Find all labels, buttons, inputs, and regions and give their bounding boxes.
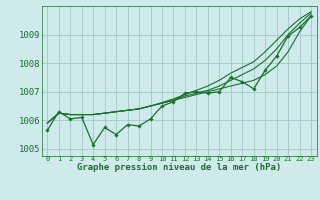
X-axis label: Graphe pression niveau de la mer (hPa): Graphe pression niveau de la mer (hPa) [77, 163, 281, 172]
